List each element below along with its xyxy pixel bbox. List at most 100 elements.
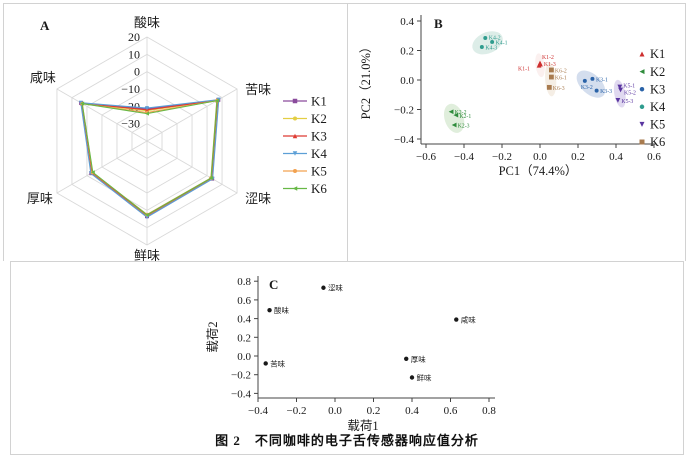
legend-K1-marker-icon: [292, 98, 298, 104]
x-tick-label: 0.4: [405, 405, 419, 417]
legend-label-K4: K4: [311, 146, 327, 161]
y-tick-label: 0.2: [237, 332, 251, 344]
radar-axis-label: 涩味: [245, 191, 271, 206]
point-K2-1: [453, 112, 459, 118]
point-K3-2: [582, 78, 587, 83]
y-tick-label: −0.2: [231, 370, 251, 382]
point-label-K3-3: K3-3: [600, 89, 612, 95]
y-tick-label: 0.6: [237, 295, 251, 307]
point-label-K3-2: K3-2: [581, 85, 593, 91]
legend-label-K5: K5: [311, 164, 327, 179]
loading-point-label: 鲜味: [417, 373, 432, 383]
radar-tick-label: −30: [121, 117, 140, 131]
y-tick-label: −0.4: [231, 388, 251, 400]
loading-point-鲜味: [409, 375, 415, 380]
x-tick-label: 0.0: [328, 405, 342, 417]
y-tick-label: 0.4: [400, 16, 414, 28]
loading-point-苦味: [263, 361, 268, 366]
x-tick-label: −0.6: [416, 151, 436, 163]
point-K4-3: [479, 44, 484, 49]
point-label-K5-1: K5-1: [623, 84, 635, 90]
point-K5-1: [617, 84, 623, 90]
radar-spoke: [56, 88, 148, 142]
loading-point-label: 涩味: [328, 283, 343, 293]
point-label-K3-1: K3-1: [596, 77, 608, 83]
cluster-ellipse-K5: [613, 79, 626, 108]
panel-b-pca-scatter-chart: B−0.6 −0.4 −0.2 0.0 0.2 0.4 0.60.40.20.0−0.2−0…: [359, 15, 666, 178]
legend-K4-marker-icon: [639, 104, 645, 110]
y-tick-label: 0.4: [237, 314, 251, 326]
panel-a-letter: A: [40, 18, 50, 33]
point-label-K6-1: K6-1: [555, 76, 567, 82]
point-label-K5-2: K5-2: [624, 91, 636, 97]
legend-K5-marker-icon: [639, 121, 645, 127]
y-axis-label: PC2（21.0%）: [359, 41, 373, 120]
radar-tick-label: 20: [128, 30, 140, 44]
legend-label-K1: K1: [311, 94, 327, 109]
loading-point-咸味: [454, 317, 459, 322]
radar-point-K4: [145, 106, 149, 111]
radar-spoke: [56, 140, 148, 194]
y-axis-label: 载荷2: [206, 321, 220, 352]
x-tick-label: 0.6: [444, 405, 458, 417]
panel-b-letter: B: [434, 16, 443, 31]
point-K6-3: [546, 84, 552, 90]
x-tick-label: 0.2: [367, 405, 381, 417]
legend-K4-marker-icon: [292, 151, 298, 156]
x-tick-label: −0.2: [287, 405, 307, 417]
x-tick-label: −0.4: [248, 405, 268, 417]
legend-label-K6: K6: [311, 181, 327, 196]
point-label-K6-3: K6-3: [553, 86, 565, 92]
cluster-ellipse-K2: [443, 103, 465, 133]
y-tick-label: 0.0: [237, 351, 251, 363]
point-K2-3: [451, 122, 457, 128]
x-tick-label: 0.2: [571, 151, 585, 163]
legend-K2-marker-icon: [639, 69, 645, 75]
x-axis-label: 载荷1: [347, 419, 378, 433]
x-tick-label: −0.2: [492, 151, 512, 163]
loading-point-酸味: [267, 307, 272, 313]
loading-point-label: 咸味: [461, 315, 476, 325]
radar-axis-label: 厚味: [27, 191, 53, 206]
legend-K3-marker-icon: [292, 133, 298, 139]
legend-label-K4: K4: [650, 100, 666, 114]
point-K4-2: [483, 35, 488, 40]
radar-series-K5: [81, 100, 218, 216]
point-K6-1: [549, 74, 554, 80]
radar-axis-label: 咸味: [30, 70, 56, 85]
point-label-K1-1: K1-1: [518, 66, 530, 72]
legend-K1-marker-icon: [639, 51, 645, 57]
radar-tick-label: −10: [121, 82, 140, 96]
loading-point-label: 厚味: [411, 354, 426, 364]
legend-K5-marker-icon: [292, 168, 298, 174]
loading-point-label: 苦味: [270, 358, 285, 368]
legend-label-K6: K6: [650, 135, 665, 149]
x-tick-label: 0.0: [533, 151, 547, 163]
point-label-K1-3: K1-3: [544, 62, 556, 68]
x-tick-label: 0.4: [609, 151, 623, 163]
point-label-K6-2: K6-2: [555, 68, 567, 74]
loading-point-厚味: [404, 356, 409, 362]
radar-spoke: [146, 140, 238, 194]
loading-point-label: 酸味: [274, 305, 289, 315]
panel-b-cell: B −0.6 −0.4 −0.2 0.0 0.2 0.4 0.6 0.4 0.2 0.0 −0.2 −0…: [347, 3, 686, 261]
figure-caption: 图 2 不同咖啡的电子舌传感器响应值分析: [215, 433, 479, 448]
panel-c-letter: C: [269, 277, 278, 292]
panel-a-cell: A 20 10 0 −10 −20 −30 酸味 苦味 涩味 鲜味 厚味 咸味 K1 K2 K3 K4 K5 K6: [3, 3, 347, 261]
x-tick-label: 0.6: [647, 151, 661, 163]
point-K3-3: [594, 88, 599, 93]
point-label-K2-3: K2-3: [458, 123, 470, 129]
radar-point-K6: [145, 212, 149, 217]
y-tick-label: 0.2: [400, 46, 414, 58]
point-K4-1: [490, 39, 495, 44]
radar-point-K6: [145, 111, 149, 116]
x-tick-label: 0.8: [482, 405, 496, 417]
panel-c-cell: C −0.4 −0.2 0.0 0.2 0.4 0.6 0.8 0.8 0.6 0.4 0.2 0.0 −…: [10, 261, 684, 455]
point-K5-3: [615, 97, 621, 103]
point-label-K2-1: K2-1: [459, 114, 471, 120]
radar-point-K6: [214, 98, 219, 103]
point-K1-1: [536, 62, 542, 68]
legend-K6-marker-icon: [292, 186, 298, 191]
legend-label-K1: K1: [650, 47, 665, 61]
